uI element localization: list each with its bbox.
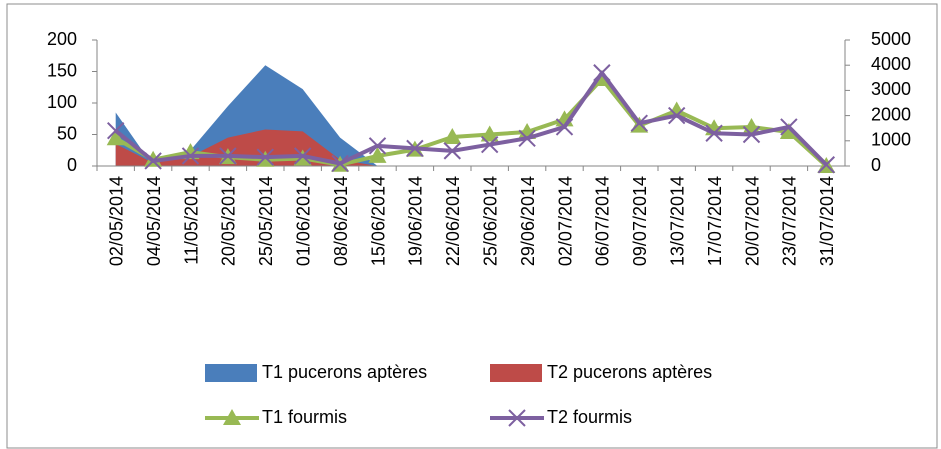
x-tick-label: 04/05/2014 — [144, 176, 164, 266]
legend-label: T2 pucerons aptères — [547, 362, 712, 382]
marker — [630, 114, 649, 132]
y2-tick-label: 5000 — [871, 29, 911, 49]
x-tick-label: 09/07/2014 — [630, 176, 650, 266]
x-tick-label: 17/07/2014 — [705, 176, 725, 266]
line — [114, 70, 828, 167]
marker — [443, 142, 462, 160]
y-tick-label: 150 — [47, 60, 77, 80]
x-tick-label: 01/06/2014 — [293, 176, 313, 266]
y2-tick-label: 0 — [871, 155, 881, 175]
y-tick-label: 200 — [47, 29, 77, 49]
x-tick-label: 31/07/2014 — [817, 176, 837, 266]
marker — [368, 137, 387, 155]
marker — [106, 122, 125, 140]
marker — [667, 106, 686, 125]
marker — [667, 101, 686, 118]
y2-tick-label: 3000 — [871, 79, 911, 99]
marker — [181, 147, 200, 165]
legend-swatch — [490, 364, 542, 382]
marker — [443, 128, 462, 145]
legend-label: T1 fourmis — [262, 407, 347, 427]
x-tick-label: 06/07/2014 — [593, 176, 613, 266]
marker — [256, 148, 275, 166]
marker — [555, 118, 574, 136]
x-tick-label: 15/06/2014 — [368, 176, 388, 266]
marker — [368, 146, 387, 163]
y2-tick-label: 4000 — [871, 54, 911, 74]
x-tick-label: 13/07/2014 — [667, 176, 687, 266]
x-tick-label: 29/06/2014 — [518, 176, 538, 266]
marker — [144, 152, 162, 170]
x-tick-label: 20/05/2014 — [219, 176, 239, 266]
x-tick-label: 20/07/2014 — [742, 176, 762, 266]
x-tick-label: 11/05/2014 — [181, 176, 201, 265]
x-tick-label: 25/05/2014 — [256, 176, 276, 266]
y-tick-label: 100 — [47, 92, 77, 112]
legend-swatch — [205, 364, 257, 382]
marker — [480, 135, 499, 154]
marker — [106, 129, 125, 146]
legend-label: T1 pucerons aptères — [262, 362, 427, 382]
x-tick-label: 22/06/2014 — [443, 176, 463, 266]
y-tick-label: 0 — [67, 155, 77, 175]
y-tick-label: 50 — [57, 123, 77, 143]
y2-tick-label: 2000 — [871, 104, 911, 124]
marker — [331, 154, 349, 173]
marker — [480, 125, 499, 142]
marker — [780, 118, 798, 136]
marker — [406, 139, 424, 158]
marker — [593, 64, 611, 82]
marker — [742, 125, 761, 144]
legend-marker — [223, 409, 241, 425]
marker — [219, 147, 237, 165]
marker — [779, 122, 798, 139]
marker — [705, 124, 723, 142]
marker — [293, 147, 312, 165]
marker — [518, 129, 536, 147]
chart-frame — [6, 3, 938, 449]
x-tick-label: 25/06/2014 — [480, 176, 500, 266]
legend-marker — [508, 409, 526, 427]
x-tick-label: 08/06/2014 — [331, 176, 351, 266]
x-tick-label: 23/07/2014 — [780, 176, 800, 266]
x-tick-label: 19/06/2014 — [406, 176, 426, 266]
legend-label: T2 fourmis — [547, 407, 632, 427]
y2-tick-label: 1000 — [871, 130, 911, 150]
x-tick-label: 02/05/2014 — [106, 176, 126, 266]
marker — [817, 156, 836, 174]
x-tick-label: 02/07/2014 — [555, 176, 575, 266]
